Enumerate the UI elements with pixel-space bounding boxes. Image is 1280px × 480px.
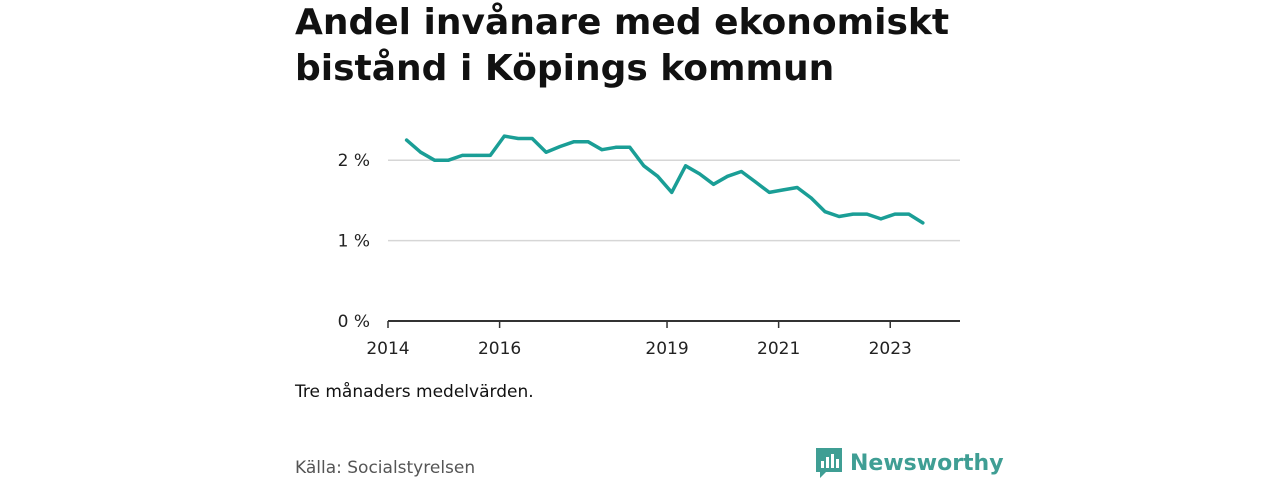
x-tick-label: 2023 bbox=[869, 339, 912, 359]
data-point bbox=[614, 145, 618, 149]
data-point bbox=[642, 164, 646, 168]
data-point bbox=[628, 145, 632, 149]
data-point bbox=[530, 137, 534, 140]
data-point bbox=[879, 217, 883, 221]
source-text: Källa: Socialstyrelsen bbox=[295, 458, 476, 478]
data-points bbox=[405, 134, 925, 225]
data-point bbox=[405, 138, 409, 142]
brand-name: Newsworthy bbox=[850, 450, 1004, 476]
data-point bbox=[921, 221, 925, 225]
data-point bbox=[698, 172, 702, 176]
data-point bbox=[419, 150, 423, 154]
data-point bbox=[781, 188, 785, 192]
data-point bbox=[712, 182, 715, 186]
data-point bbox=[488, 153, 492, 157]
chart-note: Tre månaders medelvärden. bbox=[295, 382, 534, 402]
x-axis-ticks: 2014 2016 2019 2021 2023 bbox=[366, 321, 912, 359]
grid-lines bbox=[388, 159, 960, 242]
data-point bbox=[572, 140, 576, 144]
data-point bbox=[823, 210, 827, 214]
data-point bbox=[795, 186, 799, 189]
brand-logo[interactable]: Newsworthy bbox=[814, 446, 1004, 480]
data-point bbox=[739, 170, 743, 173]
data-point bbox=[767, 190, 771, 194]
data-point bbox=[433, 158, 436, 162]
data-point bbox=[726, 174, 729, 178]
data-point bbox=[447, 158, 450, 162]
data-point bbox=[851, 212, 855, 216]
data-point bbox=[502, 134, 506, 138]
data-point bbox=[600, 148, 604, 152]
y-axis-ticks: 0 % 1 % 2 % bbox=[338, 151, 370, 332]
data-point bbox=[865, 212, 869, 216]
data-point bbox=[516, 137, 520, 140]
y-tick-label: 0 % bbox=[338, 312, 370, 332]
newsworthy-logo-icon bbox=[816, 448, 842, 478]
x-tick-label: 2019 bbox=[645, 339, 688, 359]
series-line bbox=[404, 134, 925, 225]
data-point bbox=[544, 150, 548, 154]
data-point bbox=[474, 153, 478, 157]
data-point bbox=[558, 145, 562, 148]
x-tick-label: 2021 bbox=[757, 339, 800, 359]
x-tick-label: 2016 bbox=[478, 339, 521, 359]
data-point bbox=[656, 174, 660, 178]
data-point bbox=[460, 153, 464, 157]
y-tick-label: 1 % bbox=[338, 232, 370, 252]
data-point bbox=[907, 212, 911, 216]
data-point bbox=[684, 164, 688, 168]
data-point bbox=[837, 215, 841, 218]
chart-title: Andel invånare med ekonomiskt bistånd i … bbox=[295, 2, 950, 89]
data-point bbox=[753, 180, 757, 184]
data-point bbox=[670, 190, 674, 194]
data-point bbox=[809, 196, 813, 200]
x-tick-label: 2014 bbox=[366, 339, 409, 359]
data-point bbox=[586, 140, 590, 144]
data-point bbox=[893, 212, 897, 216]
y-tick-label: 2 % bbox=[338, 151, 370, 171]
